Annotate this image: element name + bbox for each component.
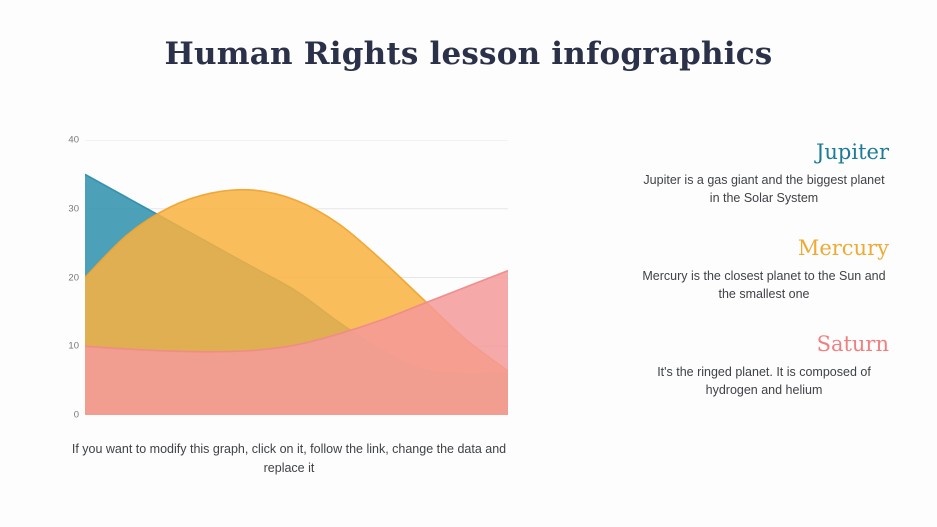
planet-name-jupiter: Jupiter [815, 140, 889, 164]
planet-name-saturn: Saturn [816, 332, 889, 357]
y-tick-label: 0 [73, 409, 79, 421]
series-area-saturn [85, 270, 508, 415]
planet-item-jupiter: Jupiter Jupiter is a gas giant and the b… [639, 140, 889, 207]
series-line-saturn [85, 269, 508, 353]
y-tick-label: 10 [68, 340, 79, 352]
page-title: Human Rights lesson infographics [164, 36, 773, 72]
y-tick-label: 20 [68, 272, 79, 283]
planet-description-mercury: Mercury is the closest planet to the Sun… [642, 268, 886, 301]
y-tick-label: 30 [68, 203, 79, 215]
planet-name-mercury: Mercury [797, 236, 889, 261]
planet-item-mercury: Mercury Mercury is the closest planet to… [639, 236, 889, 303]
chart-series-areas [85, 173, 508, 415]
planet-item-saturn: Saturn It's the ringed planet. It is com… [639, 332, 889, 399]
y-tick-label: 40 [68, 134, 79, 146]
chart-container[interactable]: 0 10 20 30 40 If you want to modify this gra… [0, 120, 560, 490]
chart-caption: If you want to modify this graph, click … [71, 442, 507, 476]
planet-description-saturn: It's the ringed planet. It is composed o… [657, 364, 871, 397]
area-chart-svg [85, 140, 508, 415]
planet-description-jupiter: Jupiter is a gas giant and the biggest p… [643, 172, 885, 205]
chart-plot-area[interactable] [85, 140, 508, 415]
chart-y-axis: 0 10 20 30 40 [55, 135, 79, 421]
planet-list: Jupiter Jupiter is a gas giant and the b… [639, 140, 889, 399]
